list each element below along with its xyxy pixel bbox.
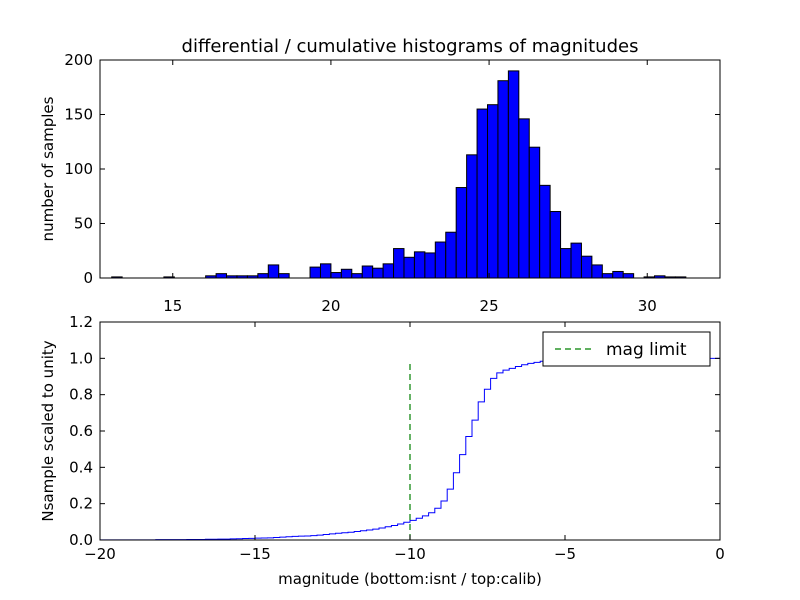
histogram-y-tick-label: 200 bbox=[64, 51, 93, 69]
cumulative-y-tick-label: 1.2 bbox=[69, 313, 93, 331]
cumulative-axes-frame bbox=[99, 321, 721, 541]
histogram-bar bbox=[560, 248, 572, 279]
cumulative-x-tick-label: −20 bbox=[84, 545, 116, 563]
cumulative-y-tick-label: 0.2 bbox=[69, 495, 93, 513]
histogram-bar bbox=[434, 241, 447, 279]
histogram-bar bbox=[507, 70, 520, 279]
histogram-x-tick-label: 15 bbox=[163, 297, 182, 315]
histogram-bar bbox=[257, 273, 269, 279]
cumulative-lines bbox=[100, 357, 721, 541]
histogram-panel: differential / cumulative histograms of … bbox=[39, 36, 721, 315]
histogram-bar bbox=[351, 273, 363, 279]
histogram-bar bbox=[539, 184, 551, 279]
legend: mag limit bbox=[542, 331, 711, 367]
cumulative-x-axis-label: magnitude (bottom:isnt / top:calib) bbox=[278, 570, 542, 588]
histogram-bar bbox=[455, 187, 468, 279]
cumulative-y-tick-label: 0.0 bbox=[69, 531, 93, 549]
cumulative-y-tick-label: 0.4 bbox=[69, 458, 93, 476]
histogram-bar bbox=[361, 265, 374, 279]
cumulative-ticks: −20 −15 −10 −5 0 0.0 0.2 0.4 0.6 0.8 1.0 1.2 bbox=[69, 313, 725, 563]
cumulative-y-tick-label: 0.8 bbox=[69, 386, 93, 404]
histogram-bar bbox=[591, 264, 603, 279]
histogram-ticks: 15 20 25 30 0 50 100 150 200 bbox=[64, 51, 720, 315]
cumulative-x-tick-label: −15 bbox=[239, 545, 271, 563]
histogram-bar bbox=[413, 251, 426, 279]
histogram-y-tick-label: 0 bbox=[83, 269, 93, 287]
histogram-bar bbox=[403, 256, 415, 279]
histogram-bar bbox=[319, 263, 332, 279]
histogram-bar bbox=[580, 255, 593, 279]
histogram-bar bbox=[382, 263, 395, 279]
histogram-bar bbox=[267, 264, 280, 279]
histogram-x-tick-label: 20 bbox=[321, 297, 340, 315]
histogram-bar bbox=[549, 211, 562, 279]
legend-mag-limit-label: mag limit bbox=[606, 340, 687, 360]
histogram-axes-frame bbox=[99, 59, 721, 279]
histogram-y-tick-label: 50 bbox=[74, 215, 93, 233]
histogram-y-tick-label: 150 bbox=[64, 106, 93, 124]
histogram-bar bbox=[518, 118, 530, 279]
histogram-bar bbox=[372, 267, 384, 279]
histogram-bar bbox=[601, 273, 614, 279]
histogram-bar bbox=[278, 273, 290, 279]
histogram-bar bbox=[487, 104, 499, 279]
histogram-bar bbox=[330, 272, 342, 279]
cumulative-x-tick-label: −10 bbox=[394, 545, 426, 563]
histogram-bar bbox=[309, 266, 321, 279]
cumulative-panel: Nsample scaled to unity magnitude (botto… bbox=[39, 313, 725, 588]
histogram-bar bbox=[466, 154, 478, 279]
histogram-x-tick-label: 25 bbox=[480, 297, 499, 315]
histogram-bar bbox=[476, 108, 488, 279]
histogram-bar bbox=[612, 270, 624, 279]
histogram-bar bbox=[393, 248, 405, 279]
cumulative-x-tick-label: −5 bbox=[554, 545, 576, 563]
histogram-bar bbox=[215, 273, 228, 279]
cumulative-y-tick-label: 1.0 bbox=[69, 349, 93, 367]
histogram-y-tick-label: 100 bbox=[64, 160, 93, 178]
histogram-bar bbox=[528, 146, 541, 279]
histogram-bar bbox=[340, 268, 353, 279]
histogram-bar bbox=[622, 273, 635, 279]
cumulative-x-tick-label: 0 bbox=[715, 545, 725, 563]
histogram-x-tick-label: 30 bbox=[638, 297, 657, 315]
histogram-bar bbox=[497, 80, 509, 279]
histogram-y-axis-label: number of samples bbox=[39, 96, 57, 241]
cumulative-y-tick-label: 0.6 bbox=[69, 422, 93, 440]
histogram-bar bbox=[445, 231, 457, 279]
histogram-bars bbox=[111, 70, 687, 279]
histogram-bar bbox=[424, 252, 436, 279]
histogram-bar bbox=[570, 242, 582, 279]
cumulative-y-axis-label: Nsample scaled to unity bbox=[39, 340, 57, 521]
chart-title: differential / cumulative histograms of … bbox=[182, 36, 639, 57]
